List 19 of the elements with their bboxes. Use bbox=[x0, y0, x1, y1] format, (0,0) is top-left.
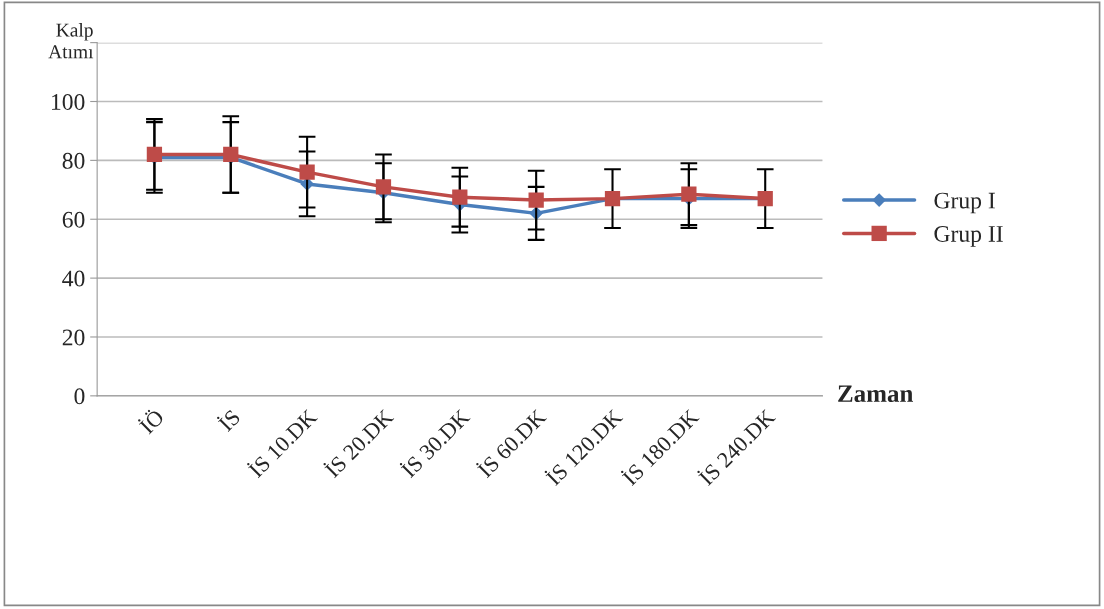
y-tick-label: 0 bbox=[74, 388, 85, 405]
y-tick-label: 80 bbox=[62, 152, 85, 169]
point bbox=[223, 146, 239, 163]
legend-label: Grup I bbox=[934, 192, 995, 214]
y-axis-title: Kalp Atımı bbox=[48, 22, 94, 59]
point bbox=[146, 146, 163, 163]
point bbox=[375, 179, 392, 195]
y-tick-label: 60 bbox=[62, 211, 85, 228]
point bbox=[299, 164, 315, 180]
x-tick-label: İS bbox=[215, 406, 241, 433]
y-tick-label: 20 bbox=[62, 329, 85, 346]
point bbox=[528, 192, 544, 208]
y-tick-label: 40 bbox=[62, 270, 85, 287]
point bbox=[681, 186, 697, 202]
point bbox=[452, 189, 468, 205]
x-axis-title: Zaman bbox=[838, 385, 914, 403]
y-tick-label: 100 bbox=[52, 93, 85, 110]
legend-label: Grup II bbox=[934, 226, 1003, 247]
x-tick-label: İÖ bbox=[136, 406, 165, 435]
